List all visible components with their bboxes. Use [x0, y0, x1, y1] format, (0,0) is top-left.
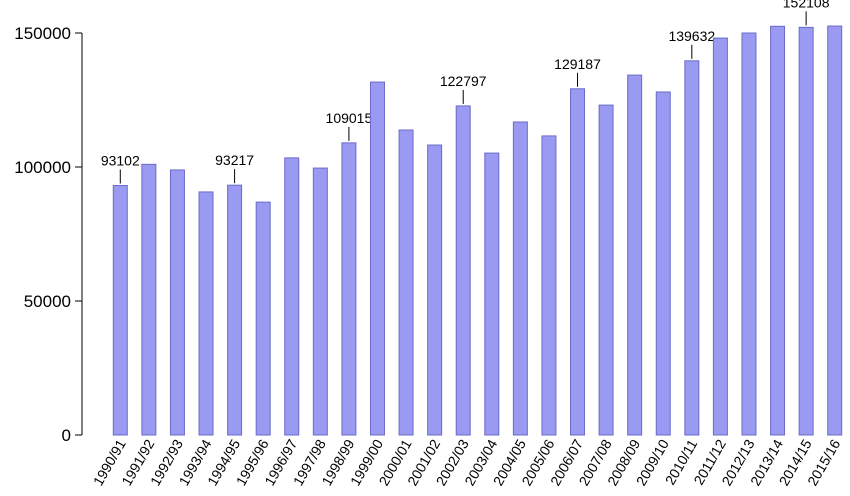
- bar: [827, 25, 843, 436]
- bar: [369, 81, 385, 436]
- y-tick-label: 50000: [24, 292, 71, 311]
- bar: [255, 201, 271, 436]
- value-label: 93217: [215, 152, 254, 168]
- bar: [684, 60, 700, 436]
- bar: [198, 191, 214, 436]
- bar: [141, 163, 157, 436]
- bar: [627, 74, 643, 436]
- bar: [455, 105, 471, 436]
- bar: [284, 157, 300, 436]
- bar: [598, 104, 614, 436]
- bar: [312, 167, 328, 436]
- y-tick-label: 0: [62, 426, 71, 445]
- value-label: 152108: [783, 0, 830, 10]
- bar: [798, 26, 814, 436]
- y-tick-label: 150000: [14, 24, 71, 43]
- bar: [341, 142, 357, 436]
- bar: [484, 152, 500, 436]
- value-label: 139632: [668, 28, 715, 44]
- bar: [770, 25, 786, 436]
- bar: [227, 184, 243, 436]
- bar: [427, 144, 443, 436]
- bar: [169, 169, 185, 436]
- y-tick-label: 100000: [14, 158, 71, 177]
- value-label: 122797: [440, 73, 487, 89]
- bar: [741, 32, 757, 436]
- value-label: 109015: [326, 110, 373, 126]
- bar: [570, 88, 586, 436]
- value-label: 93102: [101, 152, 140, 168]
- bar: [112, 184, 128, 436]
- bar: [712, 37, 728, 436]
- bar: [655, 91, 671, 436]
- bar: [541, 135, 557, 436]
- value-label: 129187: [554, 56, 601, 72]
- bar: [398, 129, 414, 436]
- bar: [512, 121, 528, 436]
